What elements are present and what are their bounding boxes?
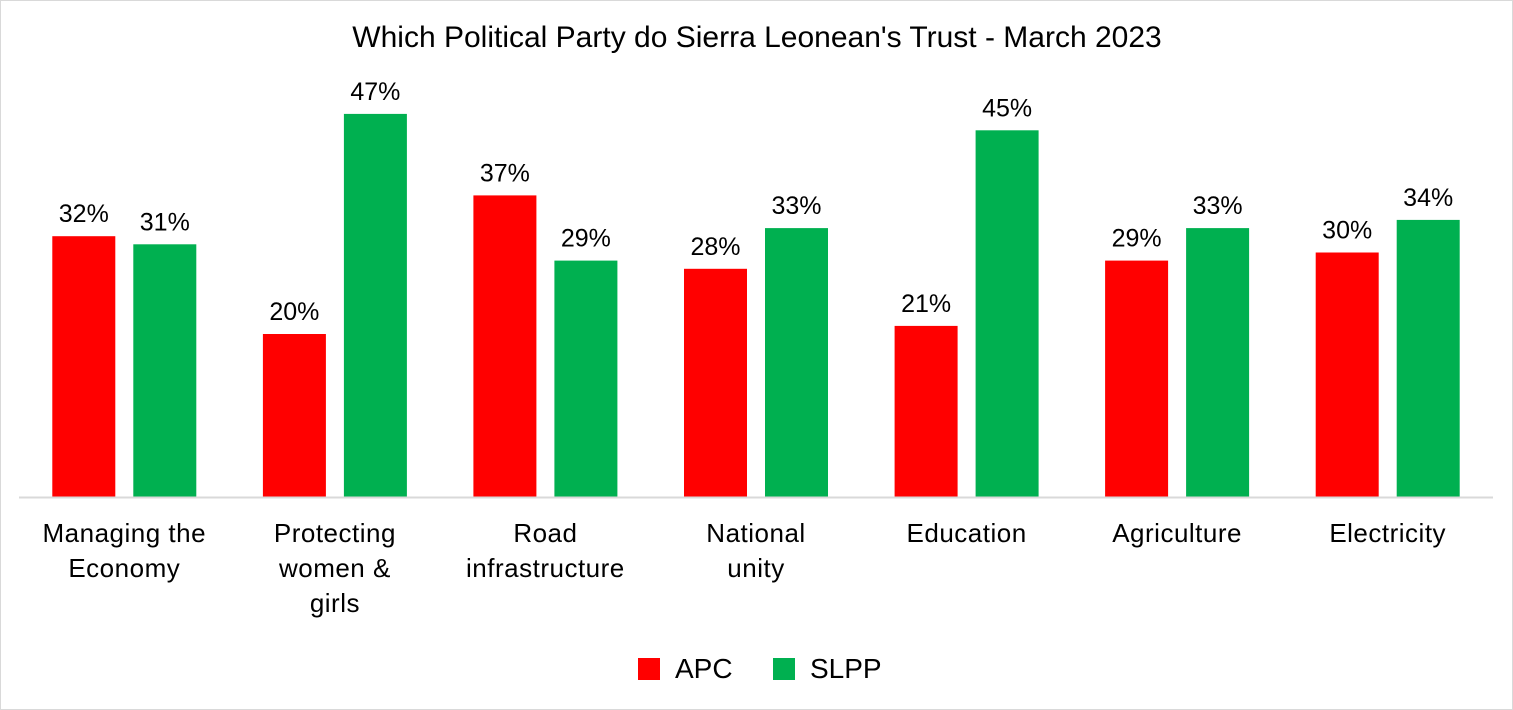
- data-label-apc-2: 20%: [269, 298, 319, 326]
- bars-layer: 32% 31% 20% 47% 37% 29% 28% 33% 21% 45% 29% 33% 30% 3…: [52, 78, 1460, 498]
- data-label-slpp-5: 45%: [982, 94, 1032, 122]
- bar-apc-6: [1105, 260, 1169, 497]
- data-label-slpp-1: 31%: [140, 208, 190, 236]
- bar-apc-2: [262, 334, 326, 497]
- category-label-1-line-1: Managing the: [43, 518, 207, 548]
- bar-apc-1: [52, 236, 116, 497]
- legend-label-apc: APC: [675, 653, 733, 684]
- category-label-2-line-1: Protecting: [274, 518, 396, 548]
- category-label-2-line-3: girls: [310, 588, 360, 618]
- bar-slpp-6: [1186, 228, 1250, 497]
- category-label-3-line-2: infrastructure: [466, 553, 625, 583]
- bar-slpp-2: [343, 113, 407, 498]
- data-label-apc-3: 37%: [480, 159, 530, 187]
- data-label-apc-6: 29%: [1112, 225, 1162, 253]
- category-label-1-line-2: Economy: [68, 553, 180, 583]
- legend-label-slpp: SLPP: [810, 653, 882, 684]
- category-label-4-line-1: National: [706, 518, 805, 548]
- legend-swatch-slpp: [773, 658, 795, 680]
- bar-apc-3: [473, 195, 537, 497]
- data-label-apc-7: 30%: [1322, 217, 1372, 245]
- data-label-slpp-6: 33%: [1193, 192, 1243, 220]
- bar-slpp-1: [133, 244, 197, 497]
- chart-title: Which Political Party do Sierra Leonean'…: [352, 21, 1161, 54]
- legend-swatch-apc: [638, 658, 660, 680]
- data-label-slpp-2: 47%: [350, 78, 400, 106]
- bar-slpp-4: [765, 228, 828, 497]
- bar-apc-5: [894, 325, 958, 498]
- bar-slpp-7: [1396, 219, 1460, 497]
- category-label-5-line-1: Education: [907, 518, 1027, 548]
- category-labels: Managing the Economy Protecting women & girl…: [43, 518, 1446, 618]
- bar-apc-7: [1315, 252, 1379, 497]
- data-label-slpp-7: 34%: [1403, 184, 1453, 212]
- data-label-apc-4: 28%: [690, 233, 740, 261]
- category-label-4-line-2: unity: [727, 553, 784, 583]
- category-label-2-line-2: women &: [278, 553, 391, 583]
- data-label-slpp-4: 33%: [771, 192, 821, 220]
- category-label-6-line-1: Agriculture: [1112, 518, 1242, 548]
- bar-apc-4: [684, 268, 747, 497]
- data-label-slpp-3: 29%: [561, 225, 611, 253]
- bar-slpp-5: [975, 130, 1039, 498]
- legend: APC SLPP: [638, 653, 882, 684]
- data-label-apc-5: 21%: [901, 290, 951, 318]
- data-label-apc-1: 32%: [59, 200, 109, 228]
- category-label-7-line-1: Electricity: [1329, 518, 1446, 548]
- category-label-3-line-1: Road: [513, 518, 577, 548]
- bar-slpp-3: [554, 260, 618, 497]
